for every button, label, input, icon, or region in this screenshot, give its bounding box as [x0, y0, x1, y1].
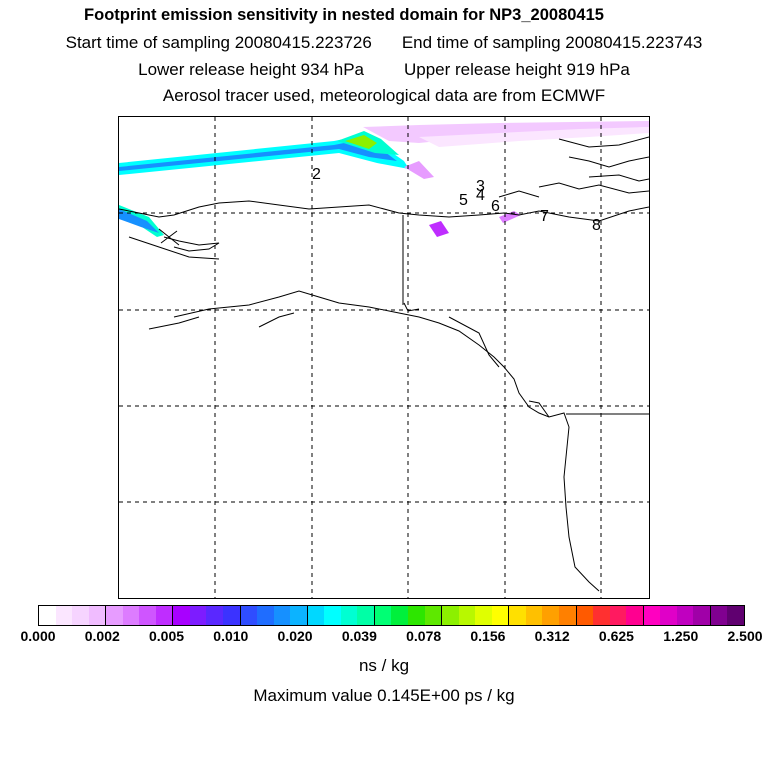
- colorbar-segment: [458, 606, 476, 625]
- release-label-8: 8: [592, 217, 601, 234]
- release-label-7: 7: [540, 208, 549, 225]
- colorbar-segment: [525, 606, 543, 625]
- colorbar-tick-label: 0.312: [534, 628, 570, 644]
- colorbar-units: ns / kg: [358, 656, 410, 675]
- colorbar-segment: [442, 606, 459, 625]
- colorbar-segment: [106, 606, 123, 625]
- colorbar-segment: [307, 606, 325, 625]
- colorbar-segment: [643, 606, 661, 625]
- colorbar-segment: [475, 606, 492, 625]
- colorbar-segment: [727, 606, 744, 625]
- colorbar-segment: [491, 606, 510, 625]
- colorbar-segment: [72, 606, 89, 625]
- colorbar-segment: [257, 606, 274, 625]
- colorbar-segment: [593, 606, 610, 625]
- lower-release-height: Lower release height 934 hPa: [138, 60, 364, 79]
- colorbar-segment: [155, 606, 174, 625]
- sampling-times: Start time of sampling 20080415.223726 En…: [0, 33, 768, 53]
- colorbar-tick-label: 0.002: [84, 628, 120, 644]
- release-labels: 2 3 4 5 6 7 8: [312, 166, 601, 234]
- end-time: End time of sampling 20080415.223743: [401, 33, 703, 52]
- colorbar-tick-label: 2.500: [727, 628, 763, 644]
- release-label-2: 2: [312, 166, 321, 183]
- political-borders: [402, 215, 649, 415]
- colorbar-segment: [509, 606, 526, 625]
- colorbar-segment: [558, 606, 577, 625]
- colorbar-tick-label: 0.625: [598, 628, 634, 644]
- release-label-6: 6: [491, 198, 500, 215]
- colorbar-tick-label: 0.039: [341, 628, 377, 644]
- colorbar-segment: [55, 606, 73, 625]
- colorbar-segment: [626, 606, 644, 625]
- colorbar-segment: [676, 606, 694, 625]
- colorbar-segment: [122, 606, 140, 625]
- graticule: [119, 117, 649, 598]
- colorbar-segment: [139, 606, 156, 625]
- colorbar-segment: [710, 606, 728, 625]
- colorbar-tick-label: 1.250: [663, 628, 699, 644]
- maximum-value: Maximum value 0.145E+00 ps / kg: [253, 686, 515, 705]
- colorbar-segment: [391, 606, 409, 625]
- flight-track-marker: [158, 228, 180, 246]
- release-label-4: 4: [476, 187, 485, 204]
- colorbar: [38, 605, 745, 626]
- colorbar-segment: [424, 606, 443, 625]
- plot-title: Footprint emission sensitivity in nested…: [84, 6, 604, 24]
- colorbar-segment: [173, 606, 190, 625]
- colorbar-segment: [374, 606, 392, 625]
- colorbar-segment: [324, 606, 341, 625]
- colorbar-segment: [340, 606, 358, 625]
- colorbar-segment: [290, 606, 308, 625]
- colorbar-segment: [88, 606, 107, 625]
- colorbar-segment: [206, 606, 224, 625]
- coastlines: [119, 136, 649, 592]
- colorbar-segment: [240, 606, 258, 625]
- release-label-3: 3: [476, 178, 485, 195]
- colorbar-tick-label: 0.000: [20, 628, 56, 644]
- colorbar-tick-label: 0.078: [406, 628, 442, 644]
- colorbar-segment: [189, 606, 207, 625]
- start-time: Start time of sampling 20080415.223726: [65, 33, 372, 52]
- map-panel: 2 3 4 5 6 7 8: [118, 116, 650, 599]
- colorbar-segment: [660, 606, 677, 625]
- colorbar-segment: [39, 606, 56, 625]
- colorbar-segment: [576, 606, 594, 625]
- release-heights: Lower release height 934 hPa Upper releas…: [0, 60, 768, 80]
- colorbar-segment: [357, 606, 375, 625]
- colorbar-segment: [693, 606, 711, 625]
- colorbar-segment: [408, 606, 425, 625]
- colorbar-segment: [609, 606, 627, 625]
- footprint-plume: [119, 121, 649, 237]
- colorbar-segment: [273, 606, 291, 625]
- colorbar-tick-label: 0.010: [213, 628, 249, 644]
- colorbar-tick-label: 0.156: [470, 628, 506, 644]
- colorbar-segment: [542, 606, 559, 625]
- release-label-5: 5: [459, 192, 468, 209]
- colorbar-tick-label: 0.020: [277, 628, 313, 644]
- colorbar-segment: [223, 606, 241, 625]
- upper-release-height: Upper release height 919 hPa: [404, 60, 630, 79]
- tracer-note: Aerosol tracer used, meteorological data…: [162, 86, 606, 105]
- colorbar-tick-label: 0.005: [149, 628, 185, 644]
- map-svg: 2 3 4 5 6 7 8: [119, 117, 649, 598]
